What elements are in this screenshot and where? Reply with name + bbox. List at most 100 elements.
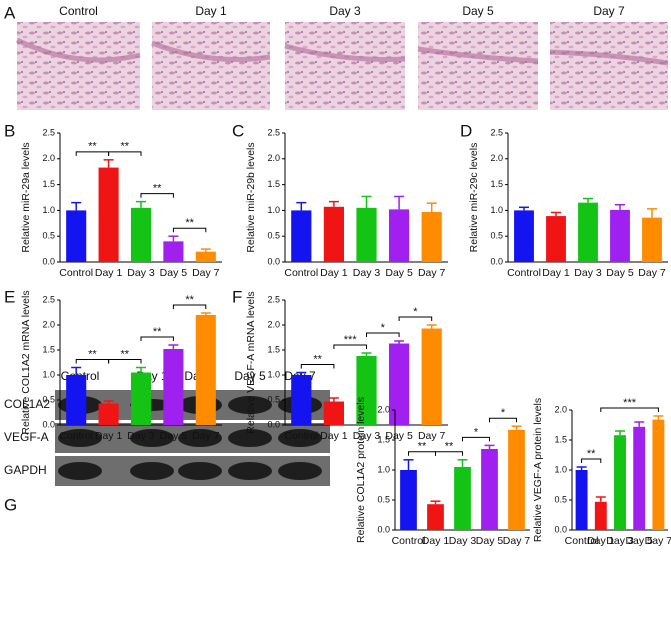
y-axis-title: Relative VEGF-A mRNA levels bbox=[245, 291, 257, 433]
y-tick-label: 0.0 bbox=[554, 524, 567, 534]
significance-bracket bbox=[398, 316, 433, 321]
band bbox=[178, 462, 222, 480]
y-tick-label: 1.0 bbox=[267, 205, 280, 215]
error-bar bbox=[103, 400, 114, 404]
x-tick-label: Day 3 bbox=[353, 430, 381, 442]
x-tick-label: Day 1 bbox=[95, 430, 123, 442]
x-tick-label: Day 3 bbox=[127, 267, 155, 279]
x-tick-label: Day 3 bbox=[353, 267, 381, 279]
significance-bracket bbox=[140, 193, 174, 198]
tissue-edge bbox=[151, 40, 271, 62]
y-tick-label: 1.0 bbox=[42, 205, 55, 215]
error-bar bbox=[71, 201, 82, 211]
bar bbox=[594, 501, 607, 530]
significance-label: ** bbox=[418, 441, 427, 453]
band bbox=[228, 462, 272, 480]
bar bbox=[66, 375, 87, 425]
band bbox=[130, 462, 174, 480]
y-axis-title: Relative miR-29a levels bbox=[20, 142, 32, 252]
bar bbox=[633, 426, 646, 530]
band bbox=[130, 429, 174, 447]
significance-label: ** bbox=[153, 183, 162, 195]
error-bar bbox=[200, 312, 211, 315]
bar bbox=[323, 401, 345, 425]
image-label: Control bbox=[59, 4, 98, 18]
significance-label: ** bbox=[313, 353, 322, 365]
y-tick-label: 2.5 bbox=[267, 294, 280, 304]
bar bbox=[642, 217, 662, 262]
significance-bracket bbox=[366, 332, 400, 337]
y-tick-label: 0.0 bbox=[377, 524, 390, 534]
y-tick-label: 2.0 bbox=[42, 319, 55, 329]
histology-image bbox=[550, 22, 668, 110]
error-bar bbox=[403, 459, 414, 470]
y-tick-label: 0.5 bbox=[267, 394, 280, 404]
tissue-edge bbox=[549, 49, 669, 66]
y-tick-label: 1.5 bbox=[377, 434, 390, 444]
x-tick-label: Control bbox=[284, 430, 318, 442]
error-bar bbox=[615, 203, 625, 210]
bar bbox=[291, 375, 312, 425]
x-tick-label: Day 1 bbox=[320, 430, 348, 442]
x-tick-label: Day 3 bbox=[127, 430, 155, 442]
x-tick-label: Day 3 bbox=[574, 267, 602, 279]
y-axis-title: Relative miR-29c levels bbox=[468, 143, 480, 253]
significance-label: * bbox=[413, 306, 418, 318]
bar bbox=[508, 429, 525, 530]
bar bbox=[546, 216, 566, 262]
bar bbox=[195, 315, 216, 425]
y-tick-label: 2.5 bbox=[490, 127, 503, 137]
y-tick-label: 2.0 bbox=[267, 153, 280, 163]
significance-label: * bbox=[501, 407, 506, 419]
significance-bracket bbox=[462, 436, 490, 442]
error-bar bbox=[595, 496, 606, 502]
y-axis-title: Relative miR-29b levels bbox=[245, 142, 257, 252]
x-tick-label: Day 1 bbox=[320, 267, 348, 279]
error-bar bbox=[551, 211, 561, 217]
error-bar bbox=[71, 366, 82, 375]
bar bbox=[163, 349, 184, 425]
y-tick-label: 0.5 bbox=[490, 231, 503, 241]
significance-label: * bbox=[474, 426, 479, 438]
bar bbox=[575, 470, 588, 530]
error-bar bbox=[296, 371, 307, 375]
bar bbox=[98, 403, 119, 425]
x-tick-label: Day 3 bbox=[606, 535, 634, 547]
image-label: Day 7 bbox=[593, 4, 625, 18]
error-bar bbox=[583, 197, 593, 203]
x-tick-label: Control bbox=[59, 267, 93, 279]
significance-bracket bbox=[300, 364, 335, 369]
y-tick-label: 0.5 bbox=[377, 494, 390, 504]
row-label: COL1A2 bbox=[4, 397, 50, 411]
error-bar bbox=[426, 202, 437, 212]
error-bar bbox=[511, 425, 522, 430]
significance-bracket bbox=[489, 417, 517, 423]
significance-bracket bbox=[435, 451, 463, 456]
y-axis-title: Relative VEGF-A protein levels bbox=[532, 398, 544, 542]
histology-image bbox=[17, 22, 140, 110]
x-tick-label: Control bbox=[284, 267, 318, 279]
panel-letter: F bbox=[232, 287, 242, 306]
x-tick-label: Day 7 bbox=[418, 430, 446, 442]
error-bar bbox=[647, 208, 657, 218]
x-tick-label: Day 5 bbox=[476, 535, 504, 547]
error-bar bbox=[634, 421, 645, 427]
image-label: Day 5 bbox=[462, 4, 494, 18]
panel-letter: B bbox=[4, 121, 15, 140]
significance-bracket bbox=[600, 407, 659, 412]
y-tick-label: 2.0 bbox=[42, 153, 55, 163]
bar bbox=[356, 207, 377, 262]
panel-letter: E bbox=[4, 287, 15, 306]
y-tick-label: 1.0 bbox=[377, 464, 390, 474]
x-tick-label: Day 7 bbox=[418, 267, 446, 279]
band bbox=[228, 396, 272, 414]
y-tick-label: 1.0 bbox=[42, 369, 55, 379]
y-tick-label: 0.0 bbox=[42, 256, 55, 266]
significance-label: ** bbox=[88, 348, 97, 360]
error-bar bbox=[519, 206, 529, 211]
histology-image bbox=[285, 22, 405, 110]
error-bar bbox=[328, 397, 339, 402]
significance-label: *** bbox=[344, 334, 358, 346]
histology-image bbox=[418, 22, 538, 110]
